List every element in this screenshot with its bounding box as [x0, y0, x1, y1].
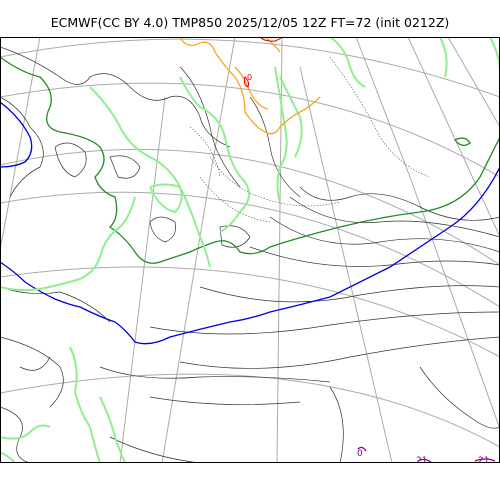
temperature-map: 0 0 21 21 [0, 37, 500, 463]
isotherm-blue [0, 101, 500, 345]
contour-label-bottom-c: 21 [478, 456, 489, 463]
isotherm-light-green [0, 37, 500, 463]
coastlines [0, 46, 500, 463]
isotherm-dark-green [0, 56, 500, 264]
contour-label-zero: 0 [247, 73, 252, 82]
map-title: ECMWF(CC BY 4.0) TMP850 2025/12/05 12Z F… [50, 15, 450, 30]
isotherm-orange [179, 37, 321, 135]
contour-label-bottom-b: 21 [416, 456, 427, 463]
detail-dotted [189, 56, 431, 223]
contour-label-bottom-a: 0 [357, 449, 363, 459]
isotherm-red [243, 37, 283, 88]
graticule-parallels [0, 38, 500, 448]
